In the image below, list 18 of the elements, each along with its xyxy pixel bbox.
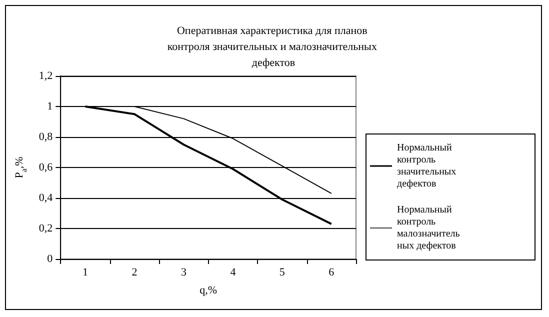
x-axis-title: q,% <box>200 284 218 296</box>
y-tick-label: 0 <box>47 253 54 265</box>
y-tick-label: 0,2 <box>38 222 53 234</box>
y-tick-label: 0,4 <box>38 192 54 204</box>
x-tick-label: 1 <box>82 266 88 278</box>
y-axis-title: Pa,% <box>14 156 28 178</box>
y-tick-label: 1 <box>47 100 53 112</box>
x-tick-label: 4 <box>230 266 236 278</box>
y-tick-label: 0,8 <box>38 131 54 143</box>
x-tick-label: 2 <box>132 266 138 278</box>
legend-label: Нормальный контроль значительных дефектов <box>397 142 459 190</box>
x-tick-label: 5 <box>279 266 286 278</box>
chart-title: Оперативная характеристика для планов контроля значительных и малозначительных дефектов <box>167 25 380 69</box>
y-tick-label: 0,6 <box>38 162 54 174</box>
legend-label: Нормальный контроль малозначительных дефектов <box>397 204 460 252</box>
x-tick-label: 6 <box>328 266 335 278</box>
x-tick-label: 3 <box>180 266 187 278</box>
y-tick-label: 1,2 <box>38 70 53 82</box>
